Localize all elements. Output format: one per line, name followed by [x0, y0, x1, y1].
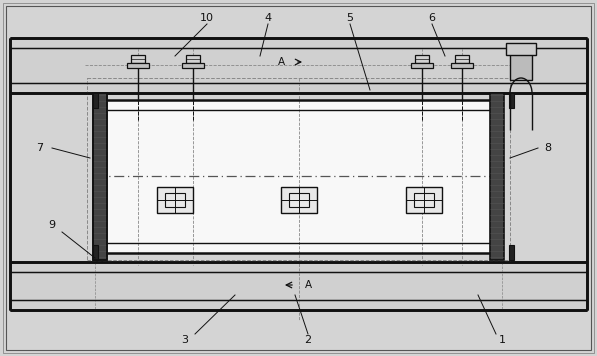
- Bar: [10, 262, 587, 310]
- Bar: [93, 93, 107, 260]
- Bar: [165, 193, 185, 207]
- Text: 1: 1: [498, 335, 506, 345]
- Bar: [10, 262, 587, 310]
- Bar: [506, 43, 536, 55]
- Bar: [510, 48, 532, 80]
- Bar: [451, 63, 473, 68]
- Bar: [127, 63, 149, 68]
- Bar: [281, 187, 317, 213]
- Text: 9: 9: [48, 220, 56, 230]
- Bar: [414, 193, 434, 207]
- Text: 8: 8: [544, 143, 552, 153]
- Text: 7: 7: [36, 143, 44, 153]
- Bar: [95, 100, 502, 253]
- Text: 4: 4: [264, 13, 272, 23]
- Bar: [406, 187, 442, 213]
- Bar: [93, 93, 98, 108]
- Bar: [131, 55, 145, 63]
- Bar: [10, 38, 587, 310]
- Text: A: A: [305, 280, 312, 290]
- Bar: [93, 245, 98, 260]
- Text: 5: 5: [346, 13, 353, 23]
- Bar: [490, 93, 504, 260]
- Bar: [93, 93, 107, 260]
- Bar: [509, 245, 514, 260]
- Text: 2: 2: [304, 335, 312, 345]
- Bar: [157, 187, 193, 213]
- Bar: [87, 78, 510, 261]
- Bar: [289, 193, 309, 207]
- Bar: [411, 63, 433, 68]
- Bar: [415, 55, 429, 63]
- Text: 3: 3: [181, 335, 189, 345]
- Bar: [186, 55, 200, 63]
- Text: 6: 6: [429, 13, 435, 23]
- Bar: [10, 38, 587, 93]
- Bar: [455, 55, 469, 63]
- Bar: [95, 100, 502, 253]
- Text: 10: 10: [200, 13, 214, 23]
- Text: A: A: [278, 57, 285, 67]
- Bar: [10, 38, 587, 93]
- Bar: [509, 93, 514, 108]
- Bar: [182, 63, 204, 68]
